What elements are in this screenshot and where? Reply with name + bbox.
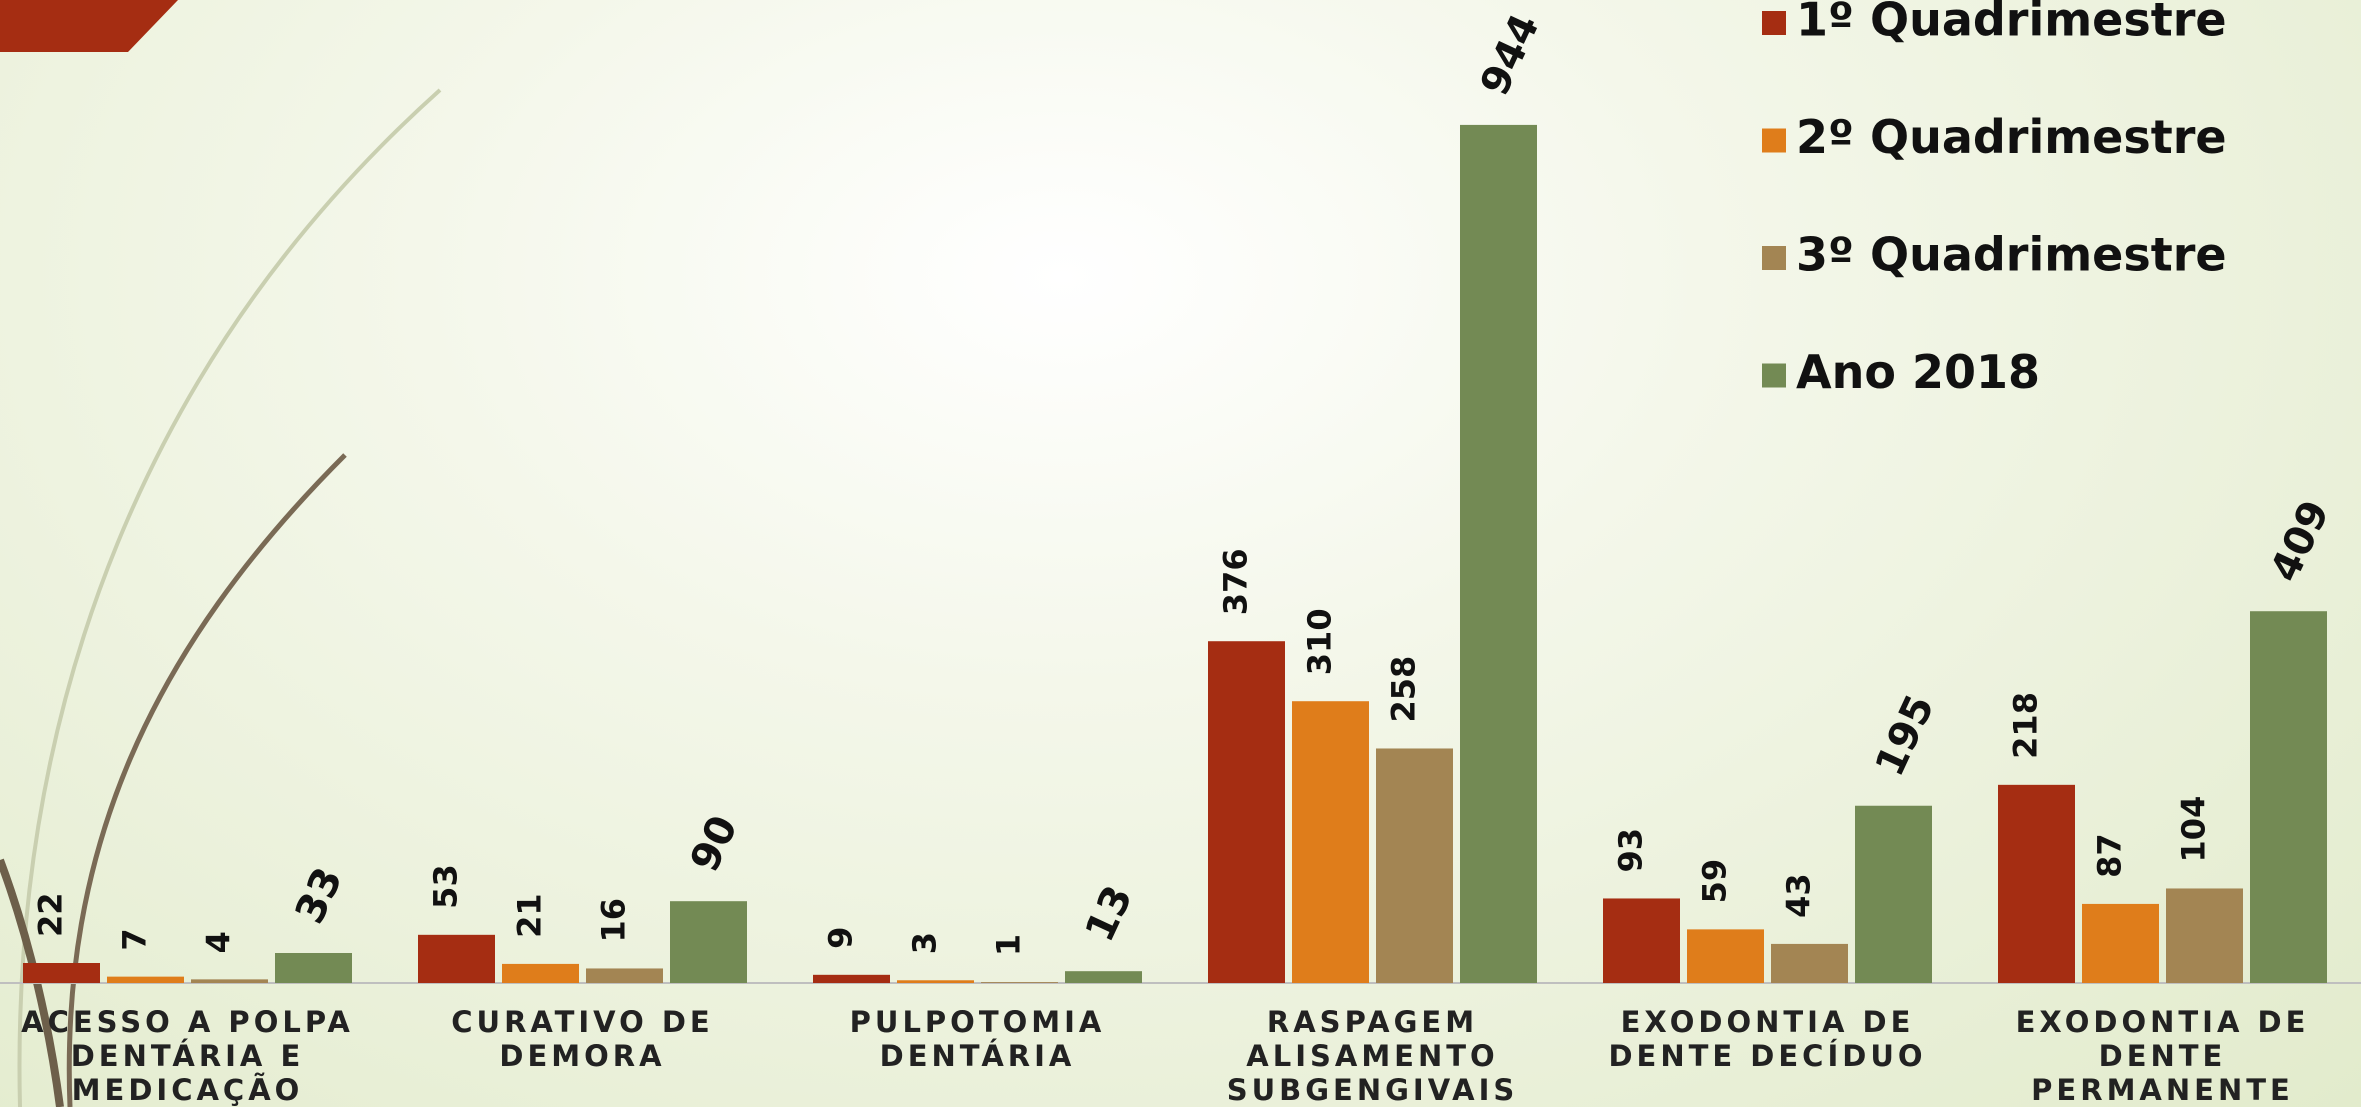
data-label: 59: [1696, 859, 1734, 904]
x-tick-label: ACESSO A POLPA DENTÁRIA E MEDICAÇÃO: [21, 1005, 354, 1107]
bar: [981, 982, 1058, 983]
bar: [1460, 124, 1537, 984]
data-label: 944: [1472, 7, 1549, 102]
decoration: [66, 453, 347, 1107]
legend-label: 1º Quadrimestre: [1796, 0, 2227, 47]
data-label: 93: [1612, 828, 1650, 873]
data-label: 53: [427, 864, 465, 909]
bar: [2250, 611, 2327, 983]
data-label: 104: [2175, 796, 2213, 863]
x-tick-label: RASPAGEM ALISAMENTO SUBGENGIVAIS: [1226, 1005, 1519, 1107]
bar: [1771, 943, 1848, 983]
data-label: 1: [990, 934, 1028, 956]
data-label: 9: [822, 927, 860, 949]
data-label: 43: [1780, 873, 1818, 918]
data-label: 409: [2262, 494, 2339, 589]
data-label: 195: [1867, 688, 1944, 783]
data-label: 87: [2091, 833, 2129, 878]
data-label: 218: [2007, 692, 2045, 759]
x-tick-label: CURATIVO DE DEMORA: [451, 1005, 714, 1073]
bar: [1687, 929, 1764, 983]
bar: [1603, 898, 1680, 983]
bar: [2166, 888, 2243, 983]
data-label: 13: [1077, 879, 1142, 949]
bar: [1292, 701, 1369, 983]
data-label: 22: [32, 892, 70, 937]
legend-swatch: [1762, 11, 1786, 35]
decoration: [0, 858, 64, 1107]
decoration: [17, 88, 442, 1107]
bar: [586, 968, 663, 983]
bar: [1855, 805, 1932, 983]
data-label: 21: [511, 893, 549, 938]
bar: [813, 974, 890, 983]
data-label: 258: [1385, 656, 1423, 723]
bar: [418, 934, 495, 983]
bar: [897, 980, 974, 983]
legend-label: 3º Quadrimestre: [1796, 228, 2227, 282]
bar: [191, 979, 268, 983]
data-label: 7: [116, 928, 154, 950]
bar: [670, 901, 747, 983]
bar: [1065, 971, 1142, 983]
legend-label: 2º Quadrimestre: [1796, 110, 2227, 164]
legend-swatch: [1762, 128, 1786, 153]
data-label: 90: [682, 809, 747, 879]
bar: [1376, 748, 1453, 983]
data-label: 16: [595, 898, 633, 943]
bar: [1208, 641, 1285, 983]
bar: [502, 963, 579, 983]
data-label: 310: [1301, 608, 1339, 675]
bar: [23, 963, 100, 983]
decoration: [0, 0, 178, 52]
bar: [2082, 903, 2159, 983]
x-tick-label: EXODONTIA DE DENTE DECÍDUO: [1608, 1005, 1927, 1073]
bar: [275, 953, 352, 983]
data-label: 4: [200, 931, 238, 953]
legend-swatch: [1762, 246, 1786, 270]
data-label: 3: [906, 932, 944, 954]
x-tick-label: EXODONTIA DE DENTE PERMANENTE: [2015, 1005, 2310, 1107]
data-label: 376: [1217, 548, 1255, 615]
legend-swatch: [1762, 363, 1786, 388]
legend-label: Ano 2018: [1796, 345, 2040, 399]
data-label: 33: [287, 861, 352, 931]
bar: [107, 976, 184, 983]
x-tick-label: PULPOTOMIA DENTÁRIA: [849, 1005, 1106, 1073]
bar: [1998, 784, 2075, 983]
